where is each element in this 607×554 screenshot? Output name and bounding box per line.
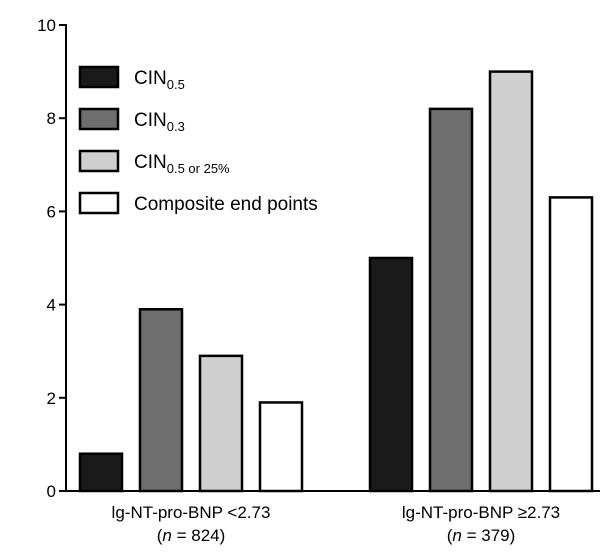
legend-label: CIN0.3	[134, 110, 185, 134]
bar	[258, 401, 304, 493]
bar	[428, 107, 474, 493]
legend: CIN0.5 CIN0.3 CIN0.5 or 25% Composite end p…	[78, 65, 318, 215]
y-tick-label: 8	[47, 109, 56, 128]
bar	[78, 452, 124, 493]
bar	[138, 308, 184, 493]
bar	[548, 196, 594, 493]
legend-swatch	[78, 149, 120, 173]
legend-label: CIN0.5	[134, 68, 185, 92]
bar	[368, 256, 414, 493]
y-tick-label: 0	[47, 482, 56, 501]
bar	[488, 70, 534, 493]
x-category-label: lg-NT-pro-BNP ≥2.73	[402, 503, 560, 522]
x-category-sample-size: (n = 824)	[157, 526, 226, 545]
x-axis-labels: lg-NT-pro-BNP <2.73 (n = 824) lg-NT-pro-BN…	[112, 503, 561, 545]
legend-swatch	[78, 65, 120, 89]
x-category-label: lg-NT-pro-BNP <2.73	[112, 503, 271, 522]
y-tick-label: 2	[47, 389, 56, 408]
legend-label: Composite end points	[134, 194, 318, 215]
legend-swatch	[78, 191, 120, 215]
bars	[78, 70, 594, 493]
y-tick-label: 10	[37, 16, 56, 35]
y-tick-label: 4	[47, 296, 56, 315]
legend-label: CIN0.5 or 25%	[134, 152, 230, 176]
y-tick-label: 6	[47, 202, 56, 221]
legend-swatch	[78, 107, 120, 131]
bar	[198, 354, 244, 493]
x-category-sample-size: (n = 379)	[447, 526, 516, 545]
